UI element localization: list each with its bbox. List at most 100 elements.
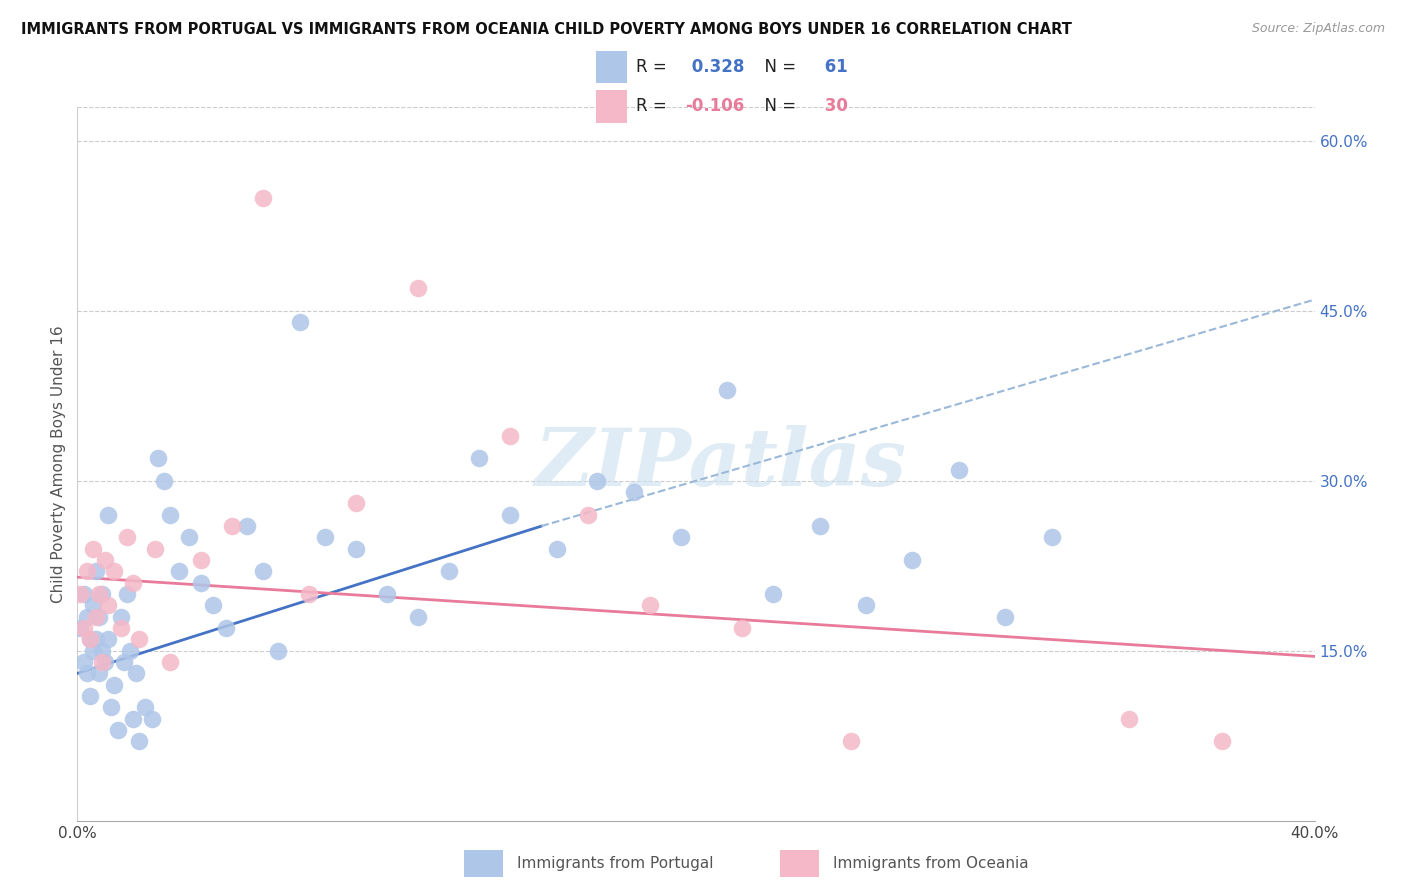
Point <box>110 621 132 635</box>
Point <box>267 644 290 658</box>
Point <box>141 712 163 726</box>
Bar <box>596 51 627 83</box>
Point <box>125 666 148 681</box>
Point <box>344 496 367 510</box>
Point <box>84 609 107 624</box>
Point <box>122 712 145 726</box>
Y-axis label: Child Poverty Among Boys Under 16: Child Poverty Among Boys Under 16 <box>51 325 66 603</box>
Text: 30: 30 <box>818 97 848 115</box>
Point <box>87 666 110 681</box>
Point <box>839 734 862 748</box>
Point <box>97 599 120 613</box>
Point <box>221 519 243 533</box>
Point <box>107 723 129 737</box>
Point <box>84 565 107 579</box>
Text: R =: R = <box>636 58 672 76</box>
Point <box>298 587 321 601</box>
Point <box>69 587 91 601</box>
Point <box>994 609 1017 624</box>
Point <box>128 734 150 748</box>
Point <box>236 519 259 533</box>
Point <box>716 383 738 397</box>
Bar <box>780 850 820 877</box>
Point <box>72 655 94 669</box>
Text: 61: 61 <box>818 58 848 76</box>
Point <box>437 565 460 579</box>
Text: Source: ZipAtlas.com: Source: ZipAtlas.com <box>1251 22 1385 36</box>
Point <box>190 575 212 590</box>
Point <box>112 655 135 669</box>
Point <box>638 599 661 613</box>
Point <box>252 191 274 205</box>
Point <box>146 451 169 466</box>
Bar <box>464 850 503 877</box>
Point <box>76 666 98 681</box>
Point <box>91 587 114 601</box>
Point <box>87 587 110 601</box>
Point <box>499 428 522 442</box>
Point <box>76 565 98 579</box>
Point <box>177 531 200 545</box>
Point <box>97 508 120 522</box>
Point <box>169 565 191 579</box>
Point <box>731 621 754 635</box>
Point <box>128 632 150 647</box>
Point <box>82 541 104 556</box>
Point <box>762 587 785 601</box>
Point <box>118 644 141 658</box>
Point <box>190 553 212 567</box>
Point <box>499 508 522 522</box>
Text: Immigrants from Portugal: Immigrants from Portugal <box>517 855 713 871</box>
Point <box>72 621 94 635</box>
Point <box>134 700 156 714</box>
Text: 0.328: 0.328 <box>686 58 744 76</box>
Point <box>546 541 568 556</box>
Point <box>855 599 877 613</box>
Point <box>159 655 181 669</box>
Point <box>110 609 132 624</box>
Point <box>122 575 145 590</box>
Text: R =: R = <box>636 97 672 115</box>
Point <box>91 644 114 658</box>
Point <box>901 553 924 567</box>
Point <box>468 451 491 466</box>
Point <box>115 587 138 601</box>
Point <box>288 315 311 329</box>
Point <box>87 609 110 624</box>
Point <box>84 632 107 647</box>
Point <box>1211 734 1233 748</box>
Point <box>375 587 398 601</box>
Point <box>586 474 609 488</box>
Point <box>94 655 117 669</box>
Point <box>153 474 176 488</box>
Point <box>202 599 225 613</box>
Point <box>79 689 101 703</box>
Point <box>76 609 98 624</box>
Text: N =: N = <box>754 97 801 115</box>
Point <box>623 485 645 500</box>
Point <box>406 609 429 624</box>
Point <box>79 632 101 647</box>
Point <box>948 462 970 476</box>
Point <box>808 519 831 533</box>
Point <box>1040 531 1063 545</box>
Point <box>94 553 117 567</box>
Point <box>314 531 336 545</box>
Point <box>79 632 101 647</box>
Point <box>159 508 181 522</box>
Text: ZIPatlas: ZIPatlas <box>534 425 907 502</box>
Point <box>344 541 367 556</box>
Text: N =: N = <box>754 58 801 76</box>
Point <box>215 621 238 635</box>
Point <box>72 587 94 601</box>
Point <box>97 632 120 647</box>
Point <box>576 508 599 522</box>
Point <box>1118 712 1140 726</box>
Text: IMMIGRANTS FROM PORTUGAL VS IMMIGRANTS FROM OCEANIA CHILD POVERTY AMONG BOYS UND: IMMIGRANTS FROM PORTUGAL VS IMMIGRANTS F… <box>21 22 1071 37</box>
Bar <box>596 90 627 122</box>
Point <box>91 655 114 669</box>
Text: -0.106: -0.106 <box>686 97 745 115</box>
Point <box>82 599 104 613</box>
Point <box>252 565 274 579</box>
Point <box>69 621 91 635</box>
